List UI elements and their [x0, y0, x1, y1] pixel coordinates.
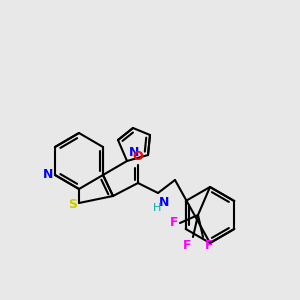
Text: O: O: [133, 150, 143, 163]
Text: H: H: [153, 203, 161, 213]
Text: F: F: [169, 217, 178, 230]
Text: S: S: [68, 199, 77, 212]
Text: N: N: [159, 196, 169, 209]
Text: N: N: [129, 146, 140, 159]
Text: N: N: [43, 169, 53, 182]
Text: F: F: [205, 239, 214, 252]
Text: F: F: [182, 239, 191, 252]
